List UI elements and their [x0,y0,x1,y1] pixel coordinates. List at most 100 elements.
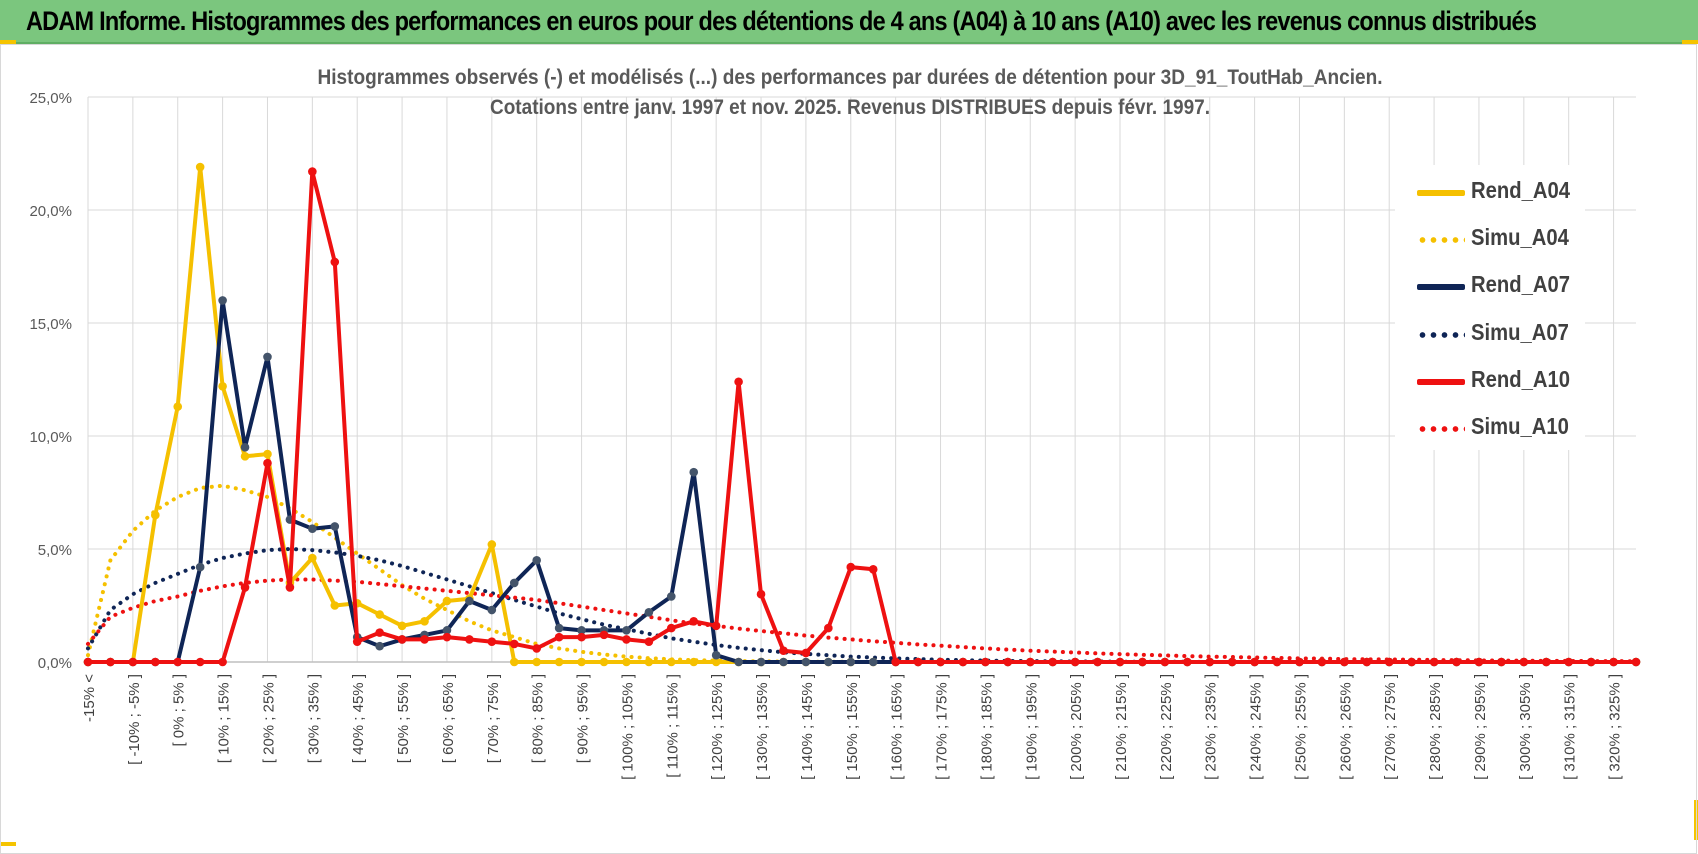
legend: Rend_A04 Simu_A04 Rend_A07 Simu_A07 Rend_A10… [1395,165,1585,450]
series-markers-rend-a10 [83,167,1641,667]
x-tick-label: [ 150% ; 155% ] [844,674,861,780]
chart: 0,0% 5,0% 10,0% 15,0% 20,0% 25,0% -15% < [ -10… [29,66,1641,780]
legend-swatch [1417,237,1465,244]
x-tick-label: [ 190% ; 195% ] [1023,674,1040,780]
data-point [1227,657,1237,667]
legend-swatch [1417,331,1465,338]
data-point [711,657,721,667]
data-point [1272,657,1282,667]
x-tick-label: [ 140% ; 145% ] [799,674,816,780]
legend-label: Rend_A10 [1471,365,1570,392]
data-point [195,657,205,667]
data-point [981,657,990,667]
corner-mark-bottom-left [0,842,16,846]
legend-swatch [1417,190,1465,196]
data-point [397,621,407,631]
x-tick-label: [ 160% ; 165% ] [889,674,906,780]
data-point [622,657,631,667]
legend-swatch [1417,426,1465,432]
data-point [1250,657,1259,667]
legend-label: Simu_A04 [1471,224,1569,251]
corner-mark-top-right [1682,40,1698,44]
data-point [1160,657,1170,667]
data-point [1070,657,1080,667]
x-tick-label: [ 30% ; 35% ] [305,674,322,763]
data-point [868,565,878,574]
legend-swatch [1417,284,1465,291]
y-tick-label: 15,0% [29,316,72,333]
data-point [285,583,295,592]
data-point [1183,657,1192,667]
x-tick-label: [ 80% ; 85% ] [530,674,547,763]
legend-item-simu-a10: Simu_A10 [1395,413,1585,443]
series-line-rend-a10 [86,169,1638,664]
data-point [779,646,788,655]
data-point [487,540,497,549]
legend-label: Rend_A07 [1471,271,1570,298]
data-point [509,578,519,588]
legend-item-simu-a07: Simu_A07 [1395,319,1585,349]
data-point [599,630,609,640]
legend-swatch [1417,378,1465,385]
data-point [1497,657,1506,667]
data-point [308,167,317,176]
x-tick-label: [ 120% ; 125% ] [709,674,726,780]
x-tick-label: [ 180% ; 185% ] [978,674,995,780]
x-tick-label: [ -10% ; -5% ] [126,674,143,765]
data-point [240,452,250,461]
data-point [779,657,788,667]
data-point [128,657,138,667]
data-point [218,296,227,305]
x-tick-label: [ 310% ; 315% ] [1562,674,1579,780]
data-point [644,607,654,617]
data-point [667,623,676,633]
data-point [1429,657,1439,667]
chart-subtitle: Cotations entre janv. 1997 et nov. 2025.… [490,96,1210,119]
data-point [868,657,878,667]
data-point [689,657,699,667]
data-point [756,657,766,667]
x-tick-label: [ 300% ; 305% ] [1517,674,1534,780]
data-point [442,626,452,635]
data-point [1295,657,1304,667]
data-point [1474,657,1484,667]
data-point [240,443,250,452]
data-point [442,596,452,606]
data-point [218,657,227,667]
x-tick-label: [ 110% ; 115% ] [664,674,681,778]
data-point [846,562,856,572]
data-point [824,657,833,667]
data-point [1093,657,1102,667]
data-point [1048,657,1057,667]
data-point [599,657,609,667]
data-point [173,657,183,667]
data-point [1384,657,1394,667]
data-point [667,657,676,667]
data-point [465,635,474,644]
data-point [330,257,340,267]
data-point [532,644,541,653]
x-tick-label: [ 60% ; 65% ] [440,674,457,763]
data-point [218,381,227,391]
data-point [420,635,429,644]
x-tick-label: [ 260% ; 265% ] [1337,674,1354,780]
data-point [442,632,452,642]
data-point [397,635,407,644]
data-point [1407,657,1416,667]
legend-label: Rend_A04 [1471,177,1570,203]
data-point [846,657,856,667]
x-tick-label: [ 50% ; 55% ] [395,674,412,763]
x-tick-label: [ 0% ; 5% ] [171,674,188,747]
data-point [263,352,272,362]
data-point [577,626,586,635]
data-point [622,635,631,644]
data-point [824,623,833,633]
x-tick-label: [ 250% ; 255% ] [1292,674,1309,780]
data-point [375,610,384,619]
data-point [622,626,631,635]
data-point [375,641,384,651]
data-point [509,657,519,667]
data-point [913,657,923,667]
data-point [756,589,766,599]
data-point [375,628,384,637]
